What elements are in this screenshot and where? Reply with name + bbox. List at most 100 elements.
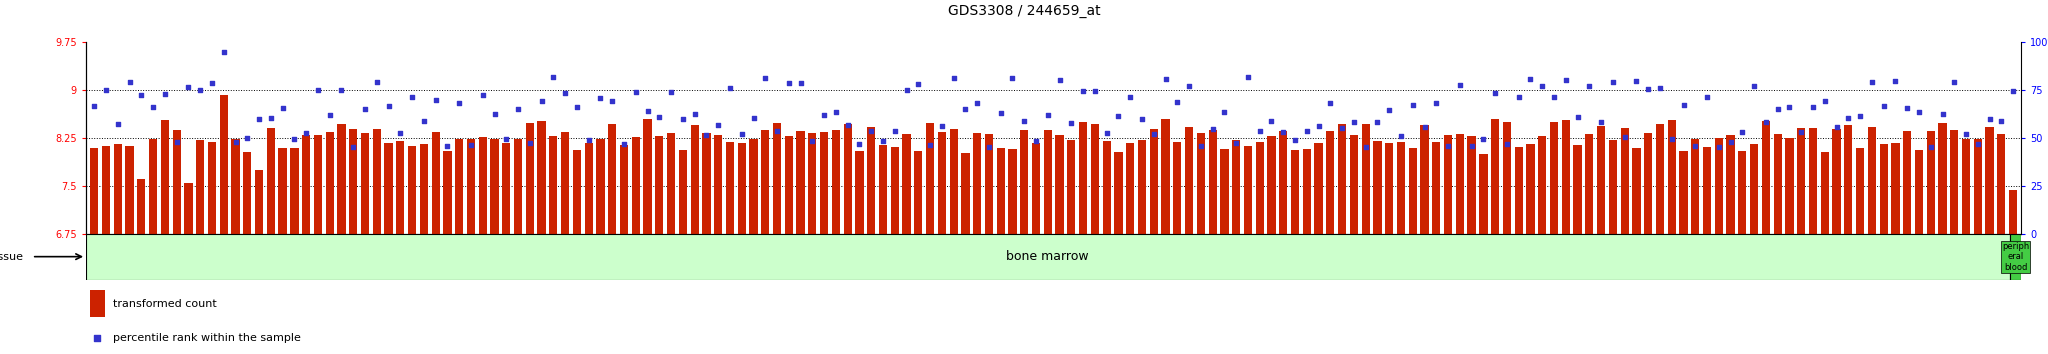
Bar bbox=[385, 143, 393, 234]
Bar bbox=[90, 148, 98, 234]
Point bbox=[219, 139, 252, 145]
Bar bbox=[643, 119, 651, 234]
Point bbox=[197, 80, 229, 86]
Point bbox=[1184, 143, 1217, 149]
Point bbox=[1774, 104, 1806, 110]
Bar bbox=[1962, 138, 1970, 234]
Bar bbox=[844, 125, 852, 234]
Bar bbox=[1208, 130, 1217, 234]
Bar bbox=[831, 130, 840, 234]
Point bbox=[854, 128, 887, 133]
Bar bbox=[1092, 125, 1100, 234]
Point bbox=[1585, 120, 1618, 125]
Bar bbox=[489, 139, 498, 234]
Bar bbox=[1890, 143, 1901, 234]
Point bbox=[160, 139, 193, 145]
Point bbox=[1384, 133, 1417, 139]
Bar bbox=[913, 151, 922, 234]
Bar bbox=[690, 125, 698, 234]
Point bbox=[348, 106, 381, 112]
Bar bbox=[1620, 129, 1628, 234]
Bar bbox=[1632, 148, 1640, 234]
Bar bbox=[938, 132, 946, 234]
Bar bbox=[1843, 125, 1853, 234]
Point bbox=[231, 135, 264, 141]
Point bbox=[1255, 118, 1288, 124]
Bar bbox=[1974, 139, 1982, 234]
Bar bbox=[1585, 134, 1593, 234]
Bar bbox=[2009, 234, 2021, 280]
Bar bbox=[338, 124, 346, 234]
Bar bbox=[1704, 147, 1712, 234]
Point bbox=[1821, 124, 1853, 129]
Bar bbox=[1903, 131, 1911, 234]
Bar bbox=[1444, 135, 1452, 234]
Bar bbox=[1761, 121, 1769, 234]
Point bbox=[1020, 138, 1053, 144]
Point bbox=[1350, 144, 1382, 150]
Point bbox=[1362, 119, 1395, 125]
Bar bbox=[137, 179, 145, 234]
Point bbox=[1878, 78, 1911, 84]
Bar bbox=[1315, 143, 1323, 234]
Bar bbox=[1491, 119, 1499, 234]
Point bbox=[784, 80, 817, 86]
Point bbox=[1325, 125, 1358, 131]
Bar bbox=[784, 136, 793, 234]
Point bbox=[301, 87, 334, 93]
Point bbox=[113, 79, 145, 85]
Bar bbox=[1468, 136, 1477, 234]
Point bbox=[1303, 124, 1335, 129]
Bar bbox=[668, 132, 676, 234]
Point bbox=[913, 142, 946, 147]
Bar bbox=[1079, 121, 1087, 234]
Bar bbox=[373, 129, 381, 234]
Point bbox=[1538, 95, 1571, 100]
Bar bbox=[442, 151, 451, 234]
Point bbox=[1231, 75, 1264, 80]
Bar bbox=[1409, 148, 1417, 234]
Point bbox=[948, 107, 981, 112]
Bar bbox=[1196, 133, 1204, 234]
Bar bbox=[1174, 142, 1182, 234]
Bar bbox=[1255, 142, 1264, 234]
Bar bbox=[678, 150, 686, 234]
Point bbox=[725, 132, 758, 137]
Bar bbox=[162, 120, 170, 234]
Bar bbox=[1114, 153, 1122, 234]
Bar bbox=[1290, 150, 1298, 234]
Point bbox=[1221, 140, 1253, 146]
Bar bbox=[1397, 142, 1405, 234]
Point bbox=[172, 84, 205, 90]
Bar bbox=[1032, 143, 1040, 234]
Bar bbox=[866, 127, 874, 234]
Point bbox=[1444, 82, 1477, 88]
Point bbox=[1503, 95, 1536, 100]
Point bbox=[408, 118, 440, 124]
Point bbox=[678, 111, 711, 116]
Bar bbox=[1479, 154, 1487, 234]
Bar bbox=[879, 145, 887, 234]
Bar bbox=[1362, 124, 1370, 234]
Bar bbox=[1149, 129, 1157, 234]
Bar bbox=[1243, 145, 1251, 234]
Point bbox=[1962, 141, 1995, 147]
Bar bbox=[702, 133, 711, 234]
Bar bbox=[1714, 138, 1722, 234]
Bar bbox=[1985, 127, 1993, 234]
Bar bbox=[819, 132, 827, 234]
Point bbox=[1149, 76, 1182, 82]
Point bbox=[420, 97, 453, 103]
Bar bbox=[467, 139, 475, 234]
Point bbox=[1843, 113, 1876, 118]
Point bbox=[1749, 119, 1782, 125]
Point bbox=[1042, 77, 1075, 82]
Bar bbox=[1550, 122, 1559, 234]
Bar bbox=[266, 128, 274, 234]
Bar bbox=[1161, 119, 1169, 234]
Bar bbox=[1139, 140, 1147, 234]
Point bbox=[1090, 130, 1122, 136]
Bar bbox=[514, 139, 522, 234]
Point bbox=[78, 104, 111, 109]
Point bbox=[279, 136, 311, 142]
